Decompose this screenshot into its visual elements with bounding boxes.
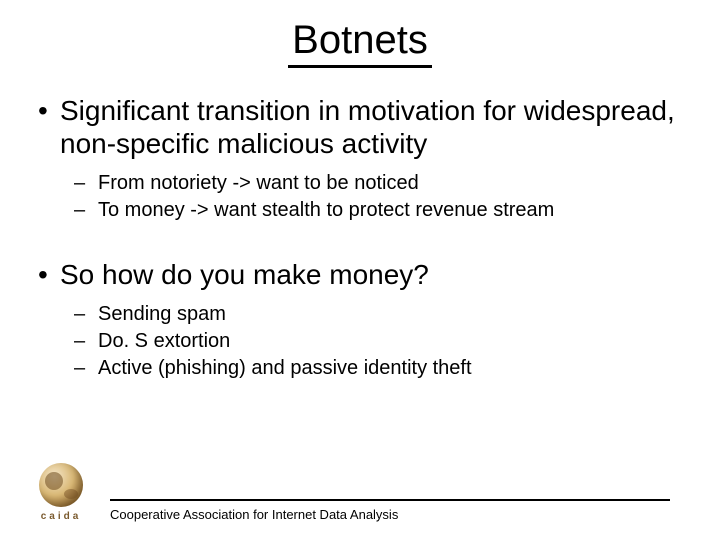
bullet-item: So how do you make money? Sending spam D… bbox=[34, 258, 686, 382]
sub-bullet-text: Do. S extortion bbox=[98, 330, 230, 352]
sub-bullet-item: Active (phishing) and passive identity t… bbox=[74, 355, 686, 382]
bullet-text: Significant transition in motivation for… bbox=[60, 95, 675, 159]
sub-bullet-list: Sending spam Do. S extortion Active (phi… bbox=[60, 301, 686, 382]
logo-text: caida bbox=[41, 511, 82, 522]
sub-bullet-item: To money -> want stealth to protect reve… bbox=[74, 197, 686, 224]
bullet-item: Significant transition in motivation for… bbox=[34, 94, 686, 224]
footer: caida Cooperative Association for Intern… bbox=[30, 460, 670, 522]
content-area: Significant transition in motivation for… bbox=[0, 68, 720, 382]
title-container: Botnets bbox=[0, 0, 720, 68]
caida-logo: caida bbox=[30, 460, 92, 522]
bullet-list: Significant transition in motivation for… bbox=[34, 94, 686, 382]
slide-title: Botnets bbox=[288, 18, 432, 68]
sub-bullet-text: To money -> want stealth to protect reve… bbox=[98, 199, 554, 221]
sub-bullet-text: Sending spam bbox=[98, 303, 226, 325]
sub-bullet-item: Do. S extortion bbox=[74, 328, 686, 355]
sub-bullet-text: Active (phishing) and passive identity t… bbox=[98, 357, 472, 379]
sub-bullet-text: From notoriety -> want to be noticed bbox=[98, 172, 419, 194]
sub-bullet-item: Sending spam bbox=[74, 301, 686, 328]
footer-org: Cooperative Association for Internet Dat… bbox=[110, 499, 670, 522]
sub-bullet-list: From notoriety -> want to be noticed To … bbox=[60, 170, 686, 224]
globe-icon bbox=[39, 463, 83, 507]
sub-bullet-item: From notoriety -> want to be noticed bbox=[74, 170, 686, 197]
bullet-text: So how do you make money? bbox=[60, 259, 429, 290]
slide: Botnets Significant transition in motiva… bbox=[0, 0, 720, 540]
